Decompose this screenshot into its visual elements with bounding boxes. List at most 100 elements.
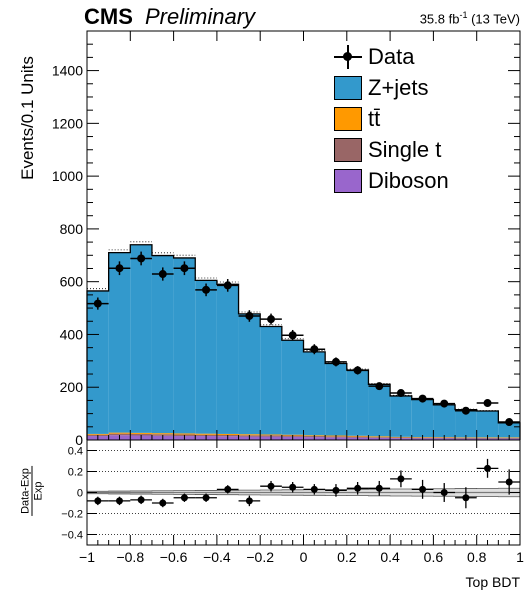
y-axis-label: Events/0.1 Units — [18, 56, 37, 180]
data-point-12 — [353, 366, 362, 375]
ratio-point-12 — [354, 484, 362, 492]
data-point-15 — [418, 394, 427, 403]
legend-label-data: Data — [368, 44, 415, 69]
ratio-y-tick-label--0.2: −0.2 — [61, 509, 83, 521]
y-tick-label-0: 0 — [75, 432, 83, 448]
x-tick-label--1: −1 — [79, 549, 95, 565]
data-point-16 — [440, 399, 449, 408]
ratio-points — [87, 458, 520, 509]
bar-tt-6 — [216, 433, 239, 435]
data-point-0 — [93, 299, 102, 308]
bar-singlet-1 — [108, 433, 131, 436]
bar-tt-1 — [108, 432, 131, 434]
ratio-point-10 — [310, 485, 318, 493]
y-tick-label-400: 400 — [60, 326, 84, 342]
x-tick-label-0.2: 0.2 — [337, 549, 357, 565]
data-point-17 — [461, 406, 470, 415]
bar-tt-7 — [238, 434, 261, 436]
data-point-7 — [245, 311, 254, 320]
data-point-3 — [158, 270, 167, 279]
ratio-y-tick-label-0.2: 0.2 — [68, 467, 83, 479]
bar-tt-2 — [130, 432, 152, 434]
data-point-6 — [223, 281, 232, 290]
bar-zjets-7 — [238, 313, 261, 435]
stacked-histograms — [87, 244, 520, 440]
bar-zjets-18 — [476, 410, 499, 438]
ratio-point-2 — [137, 496, 145, 504]
x-tick-label--0.8: −0.8 — [116, 549, 144, 565]
single-t-swatch — [334, 138, 362, 162]
y-tick-label-200: 200 — [60, 379, 84, 395]
cms-label: CMS — [84, 4, 133, 29]
bar-tt-3 — [151, 433, 174, 435]
ratio-point-7 — [245, 497, 253, 505]
bar-zjets-10 — [303, 351, 326, 436]
data-point-5 — [202, 285, 211, 294]
bar-zjets-5 — [195, 280, 217, 434]
bar-zjets-17 — [455, 409, 477, 438]
data-point-13 — [375, 382, 384, 391]
ratio-point-3 — [159, 499, 167, 507]
ratio-point-1 — [115, 497, 123, 505]
data-point-14 — [396, 389, 405, 398]
bar-tt-0 — [87, 433, 109, 435]
ratio-point-6 — [224, 485, 232, 493]
total-step-outline — [86, 244, 521, 440]
ratio-y-tick-label-0.4: 0.4 — [68, 446, 83, 458]
y-tick-label-1400: 1400 — [52, 63, 83, 79]
ratio-point-16 — [440, 489, 448, 496]
y-tick-label-1200: 1200 — [52, 115, 83, 131]
x-tick-label-0.4: 0.4 — [380, 549, 400, 565]
bar-singlet-2 — [130, 433, 152, 436]
bar-singlet-3 — [151, 434, 174, 436]
diboson-swatch — [334, 169, 362, 193]
preliminary-label: Preliminary — [145, 4, 256, 29]
bar-zjets-15 — [411, 399, 434, 438]
ratio-point-8 — [267, 482, 275, 490]
x-tick-label-0.6: 0.6 — [424, 549, 444, 565]
ratio-point-0 — [94, 497, 102, 505]
legend-item-ttbar: tt̄ — [334, 104, 380, 134]
data-point-19 — [505, 418, 514, 427]
bar-zjets-2 — [130, 244, 152, 433]
x-tick-label-0.8: 0.8 — [467, 549, 487, 565]
bar-zjets-8 — [260, 326, 282, 435]
data-point-4 — [180, 264, 189, 273]
zjets-swatch — [334, 76, 362, 100]
luminosity-label: 35.8 fb-1 (13 TeV) — [0, 10, 520, 26]
ratio-label-denominator: Exp — [32, 481, 45, 501]
x-tick-label--0.2: −0.2 — [246, 549, 274, 565]
lumi-exponent: -1 — [459, 10, 468, 20]
ratio-y-tick-label-0: 0 — [77, 488, 83, 500]
bar-zjets-4 — [173, 257, 196, 434]
bar-zjets-9 — [281, 340, 304, 435]
ratio-point-14 — [397, 475, 405, 483]
x-tick-label--0.6: −0.6 — [160, 549, 188, 565]
data-point-2 — [137, 254, 146, 263]
bar-zjets-13 — [368, 384, 391, 437]
bar-tt-8 — [260, 434, 282, 436]
legend-label-single-t: Single t — [368, 137, 442, 162]
data-points — [87, 251, 520, 427]
x-axis-label: Top BDT — [465, 574, 520, 590]
ratio-point-4 — [180, 494, 188, 502]
data-point-1 — [115, 264, 124, 273]
legend-label-zjets: Z+jets — [368, 75, 429, 100]
bar-zjets-16 — [433, 404, 456, 438]
y-tick-label-800: 800 — [60, 221, 84, 237]
ttbar-swatch — [334, 107, 362, 131]
legend-label-ttbar: tt̄ — [368, 106, 381, 131]
legend-label-diboson: Diboson — [368, 168, 449, 193]
bar-zjets-1 — [108, 252, 131, 433]
bar-zjets-11 — [325, 363, 347, 436]
data-point-18 — [483, 399, 492, 408]
bar-zjets-3 — [151, 255, 174, 434]
data-point-8 — [267, 315, 276, 324]
data-point-10 — [310, 345, 319, 354]
bar-tt-4 — [173, 433, 196, 435]
data-point-11 — [331, 357, 340, 366]
ratio-point-13 — [375, 484, 383, 492]
ratio-point-19 — [505, 478, 513, 486]
ratio-point-11 — [332, 486, 340, 494]
